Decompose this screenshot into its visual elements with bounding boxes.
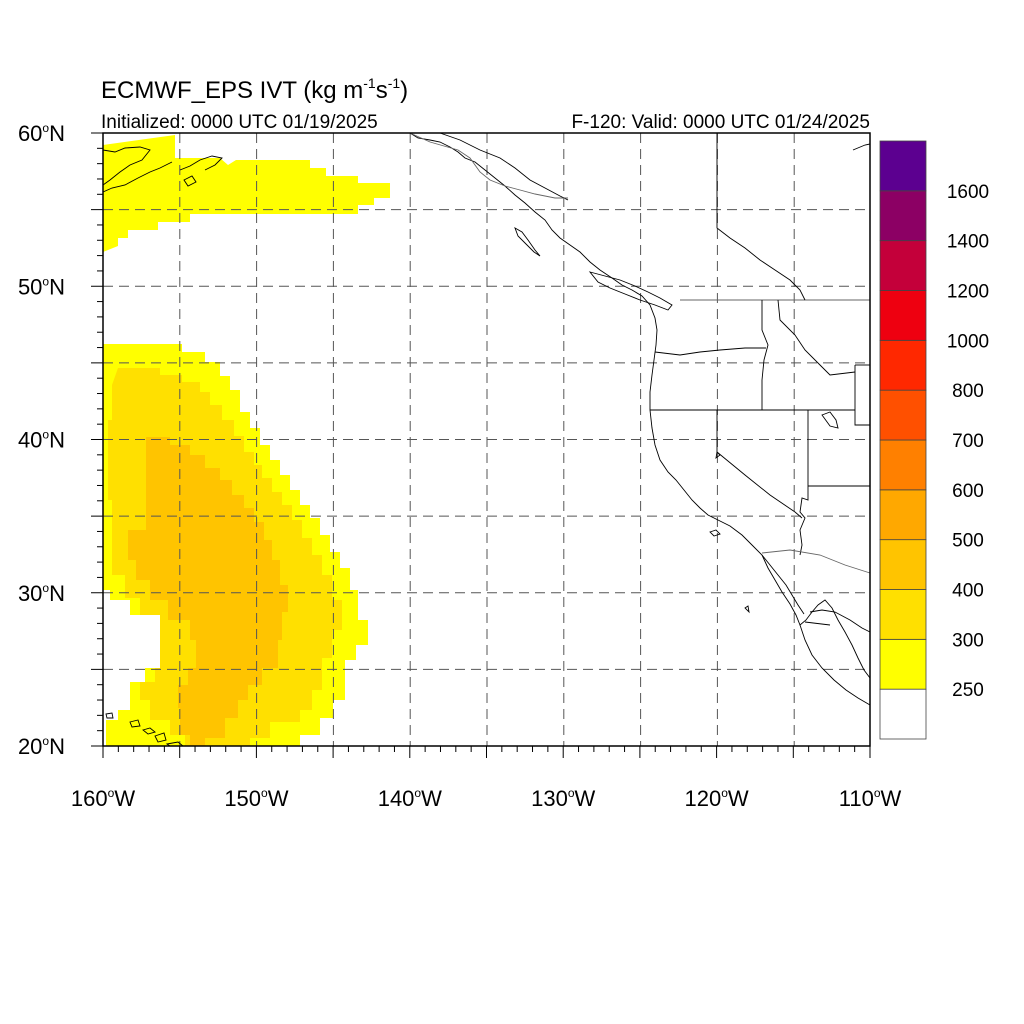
colorbar-label: 1400 [947,232,989,253]
colorbar-swatch [879,439,927,491]
lon-label: 120oW [685,786,749,811]
lon-labels: 160oW 150oW 140oW 130oW 120oW 110oW [71,786,902,811]
political-borders [409,132,871,626]
colorbar: 250 300 400 500 600 700 800 1000 1200 1400 1600 [879,140,989,740]
colorbar-swatch [879,339,927,391]
lon-label: 140oW [378,786,442,811]
initialized-label: Initialized: 0000 UTC 01/19/2025 [101,112,378,133]
colorbar-swatch [879,539,927,590]
colorbar-swatch [879,240,927,291]
lon-label: 130oW [531,786,595,811]
colorbar-label: 300 [952,630,984,651]
graticule [103,133,870,746]
colorbar-label: 1000 [947,331,989,352]
colorbar-label: 400 [952,581,984,602]
lat-label: 20oN [18,734,65,759]
colorbar-swatch [879,688,927,740]
colorbar-label: 500 [952,531,984,552]
colorbar-swatch [879,489,927,541]
colorbar-swatch [879,638,927,690]
colorbar-swatch [879,589,927,640]
colorbar-label: 1600 [947,182,989,203]
lat-label: 60oN [18,121,65,146]
colorbar-label: 600 [952,481,984,502]
colorbar-swatch [879,389,927,441]
valid-label: F-120: Valid: 0000 UTC 01/24/2025 [571,112,870,133]
ivt-plume-core [128,437,288,746]
ivt-shading [103,135,390,746]
ivt-band-north [103,135,390,252]
colorbar-label: 250 [952,680,984,701]
colorbar-swatch [879,290,927,341]
lon-label: 110oW [839,786,902,811]
colorbar-swatch [879,140,927,192]
lat-label: 50oN [18,274,65,299]
colorbar-swatch [879,190,927,242]
colorbar-label: 700 [952,431,984,452]
lat-labels: 60oN 50oN 40oN 30oN 20oN [18,121,65,759]
title-main: ECMWF_EPS IVT (kg m-1s-1) [101,75,408,104]
lat-label: 30oN [18,581,65,606]
tick-marks [91,132,871,758]
colorbar-label: 1200 [947,282,989,303]
lat-label: 40oN [18,428,65,453]
colorbar-label: 800 [952,381,984,402]
lon-label: 150oW [224,786,288,811]
coastlines [102,132,871,747]
lon-label: 160oW [71,786,135,811]
